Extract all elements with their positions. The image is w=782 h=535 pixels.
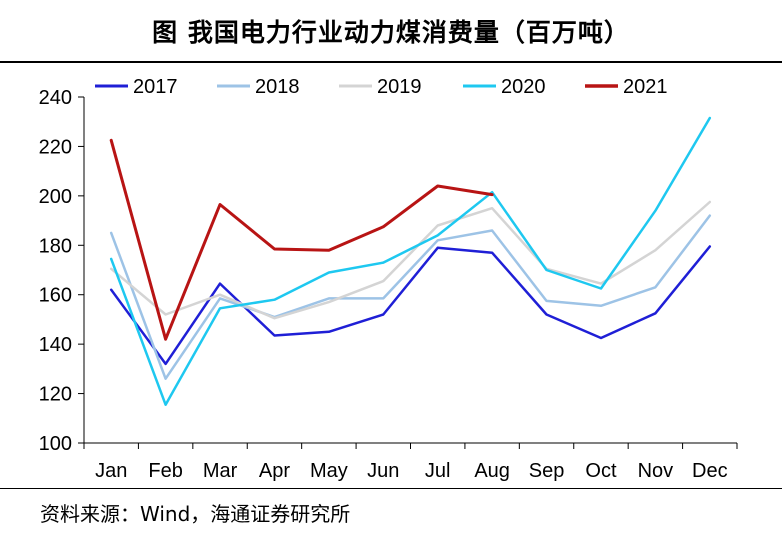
- title-bar: 图 我国电力行业动力煤消费量（百万吨）: [0, 0, 782, 63]
- x-tick-label: Oct: [585, 460, 617, 482]
- legend-label-2017: 2017: [133, 76, 178, 98]
- x-tick-label: Aug: [474, 460, 510, 482]
- legend-label-2021: 2021: [623, 76, 668, 98]
- series-line-2017: [109, 245, 712, 366]
- x-tick-label: Jan: [95, 460, 127, 482]
- x-tick-label: Jun: [367, 460, 399, 482]
- series-line-2019: [109, 200, 712, 320]
- x-tick-label: Mar: [203, 460, 238, 482]
- line-chart: 2017 2018 2019 2020 2021 100 120 140 160 180 200 2…: [39, 76, 738, 482]
- x-tick-label: Sep: [529, 460, 565, 482]
- x-tick-label: Nov: [638, 460, 674, 482]
- y-tick-label: 220: [39, 136, 72, 158]
- series-lines: [109, 116, 712, 406]
- chart-title: 图 我国电力行业动力煤消费量（百万吨）: [152, 17, 630, 47]
- y-tick-label: 160: [39, 285, 72, 307]
- chart-legend: 2017 2018 2019 2020 2021: [95, 76, 668, 98]
- series-line-2021: [109, 138, 494, 341]
- y-tick-label: 200: [39, 186, 72, 208]
- legend-label-2020: 2020: [501, 76, 546, 98]
- y-tick-label: 140: [39, 334, 72, 356]
- x-axis: Jan Feb Mar Apr May Jun Jul Aug Sep Oct Nov Dec: [83, 442, 738, 482]
- source-note: 资料来源：Wind，海通证券研究所: [40, 501, 351, 526]
- source-bar: 资料来源：Wind，海通证券研究所: [0, 488, 782, 535]
- x-tick-label: Feb: [148, 460, 182, 482]
- y-tick-label: 240: [39, 87, 72, 109]
- series-line-2020: [109, 116, 712, 406]
- y-tick-label: 120: [39, 384, 72, 406]
- y-tick-label: 100: [39, 433, 72, 455]
- legend-label-2018: 2018: [255, 76, 300, 98]
- y-tick-label: 180: [39, 235, 72, 257]
- x-tick-label: Apr: [259, 460, 290, 482]
- y-axis: 100 120 140 160 180 200 220 240: [39, 87, 85, 455]
- x-tick-label: May: [310, 460, 348, 482]
- legend-label-2019: 2019: [377, 76, 422, 98]
- x-tick-label: Dec: [692, 460, 728, 482]
- series-line-2018: [109, 214, 712, 380]
- x-tick-label: Jul: [425, 460, 451, 482]
